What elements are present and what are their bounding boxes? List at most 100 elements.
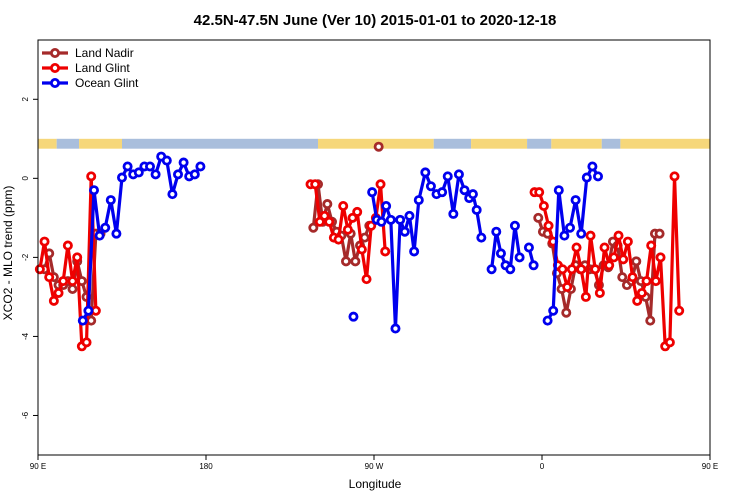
series-1-point-0-8: [72, 252, 83, 263]
series-2-point-3-4: [505, 264, 516, 275]
series-2-point-5-1: [548, 305, 559, 316]
series-1-point-1-7: [338, 200, 349, 211]
series-2-point-2-20: [467, 189, 478, 200]
series-2-point-4-0: [523, 242, 534, 253]
series-2-point-2-10: [413, 195, 424, 206]
series-2-point-5-4: [565, 222, 576, 233]
y-tick-label-4: 2: [21, 97, 30, 102]
series-2-point-2-16: [448, 208, 459, 219]
y-axis-label: XCO2 - MLO trend (ppm): [1, 186, 15, 321]
series-2-point-4-1: [528, 260, 539, 271]
series-1-point-0-10: [81, 337, 92, 348]
series-2-point-0-7: [117, 172, 128, 183]
series-2-point-5-0: [542, 315, 553, 326]
series-2-point-2-14: [437, 187, 448, 198]
series-2-point-2-18: [459, 185, 470, 196]
series-1-point-2-18: [613, 230, 624, 241]
series-0-point-2-0: [373, 141, 384, 152]
series-1-point-2-26: [650, 276, 661, 287]
x-axis-label: Longitude: [349, 477, 402, 491]
series-1-point-2-21: [627, 272, 638, 283]
series-1-point-2-6: [557, 264, 568, 275]
series-2-point-0-6: [111, 228, 122, 239]
surface-band-ocean-9: [601, 138, 621, 149]
series-2-point-3-0: [486, 264, 497, 275]
surface-band-ocean-3: [122, 138, 318, 149]
surface-band-land-6: [471, 138, 528, 149]
series-2-point-2-0: [367, 187, 378, 198]
series-1-point-1-9: [347, 212, 358, 223]
series-0-point-1-7: [340, 256, 351, 267]
x-tick-label-0: 90 E: [30, 462, 46, 471]
series-2-point-2-6: [395, 214, 406, 225]
series-1-point-1-10: [352, 206, 363, 217]
series-0-point-3-21: [631, 256, 642, 267]
series-2-point-2-22: [476, 232, 487, 243]
series-1-point-2-3: [543, 220, 554, 231]
series-1-point-2-25: [646, 240, 657, 251]
series-1-point-0-7: [67, 276, 78, 287]
series-1-point-2-19: [618, 254, 629, 265]
series-2-point-0-16: [167, 189, 178, 200]
series-1-point-1-4: [324, 216, 335, 227]
y-tick-label-1: -4: [21, 332, 30, 340]
surface-band-ocean-7: [527, 138, 552, 149]
series-2-line-5: [546, 164, 600, 322]
series-2-point-0-2: [89, 185, 100, 196]
series-2-point-5-5: [570, 195, 581, 206]
surface-band-ocean-5: [433, 138, 472, 149]
series-2-point-0-10: [133, 167, 144, 178]
series-1-point-2-10: [576, 264, 587, 275]
series-0-point-3-26: [654, 228, 665, 239]
series-1-point-2-8: [566, 264, 577, 275]
series-1-point-2-2: [538, 200, 549, 211]
series-2-point-3-1: [491, 226, 502, 237]
series-0-point-3-0: [533, 212, 544, 223]
series-2-point-5-2: [553, 185, 564, 196]
x-tick-label-2: 90 W: [365, 462, 384, 471]
series-2-point-2-12: [425, 181, 436, 192]
series-2-point-0-4: [100, 222, 111, 233]
series-1-point-2-16: [604, 260, 615, 271]
series-1-point-0-5: [58, 276, 69, 287]
series-2-point-0-12: [144, 161, 155, 172]
series-1-point-2-24: [641, 276, 652, 287]
y-tick-label-0: -6: [21, 411, 30, 419]
series-1-point-2-7: [562, 282, 573, 293]
series-0-point-3-6: [561, 307, 572, 318]
series-1-point-0-4: [53, 287, 64, 298]
series-1-point-0-6: [62, 240, 73, 251]
series-1-point-1-3: [319, 210, 330, 221]
series-1-point-2-13: [590, 264, 601, 275]
series-2-point-2-2: [376, 216, 387, 227]
series-2-point-0-3: [94, 230, 105, 241]
series-1-point-1-15: [375, 179, 386, 190]
series-2-point-2-17: [453, 169, 464, 180]
series-2-point-0-5: [105, 195, 116, 206]
series-1-point-1-2: [314, 216, 325, 227]
series-2-point-0-21: [195, 161, 206, 172]
chart-title: 42.5N-47.5N June (Ver 10) 2015-01-01 to …: [194, 12, 557, 29]
series-2-point-0-8: [122, 161, 133, 172]
series-1-point-2-9: [571, 242, 582, 253]
legend-label-1: Land Glint: [75, 61, 130, 75]
series-0-point-1-3: [322, 199, 333, 210]
series-2-point-0-0: [77, 315, 88, 326]
series-2-point-3-5: [509, 220, 520, 231]
series-2-point-5-9: [593, 171, 604, 182]
series-1-point-1-13: [366, 220, 377, 231]
series-2-point-0-20: [189, 169, 200, 180]
series-1-point-2-31: [674, 305, 685, 316]
series-0-point-3-18: [617, 272, 628, 283]
series-1-point-1-8: [342, 224, 353, 235]
series-1-point-2-14: [594, 287, 605, 298]
series-0-point-3-24: [645, 315, 656, 326]
surface-band-land-2: [79, 138, 122, 149]
series-2-point-5-3: [559, 230, 570, 241]
series-2-point-0-15: [161, 155, 172, 166]
legend-label-2: Ocean Glint: [75, 76, 139, 90]
series-1-point-2-22: [632, 295, 643, 306]
series-1-point-1-16: [380, 246, 391, 257]
